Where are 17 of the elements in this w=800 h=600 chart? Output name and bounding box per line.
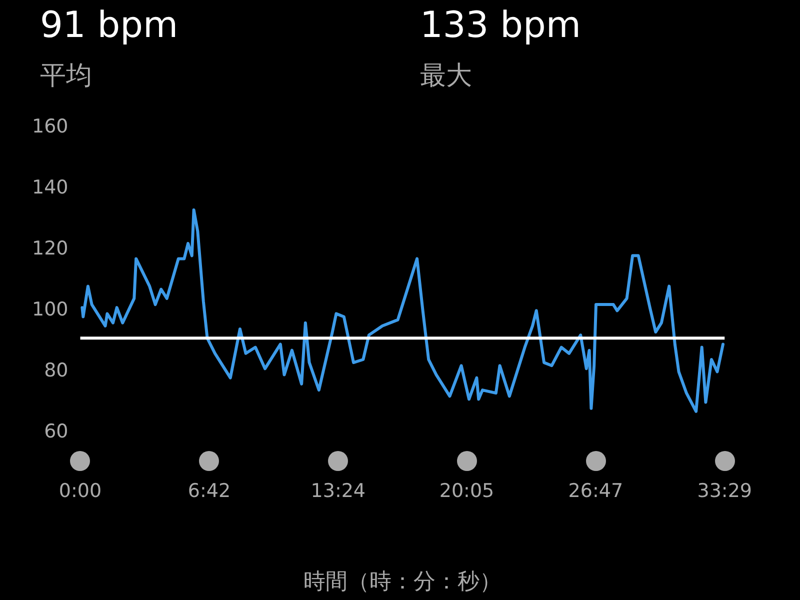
x-tick-label: 6:42 (188, 480, 231, 502)
x-tick-label: 26:47 (568, 480, 624, 502)
x-tick-label: 13:24 (310, 480, 366, 502)
text: 133 bpm (420, 4, 582, 48)
y-tick-label: 80 (44, 360, 68, 382)
y-tick-label: 60 (44, 420, 68, 443)
text: 平均 (40, 60, 93, 93)
y-tick-label: 100 (32, 298, 68, 321)
y-tick-label: 160 (32, 115, 68, 138)
x-tick-label: 0:00 (58, 480, 102, 502)
x-tick-label: 33:29 (697, 480, 752, 502)
x-axis-title: 時間（時：分：秒） (303, 570, 502, 595)
text: 最大 (420, 60, 473, 93)
x-tick-label: 20:05 (439, 480, 494, 502)
y-tick-label: 140 (32, 176, 68, 198)
y-tick-label: 120 (32, 237, 68, 260)
text: 91 bpm (40, 4, 180, 48)
